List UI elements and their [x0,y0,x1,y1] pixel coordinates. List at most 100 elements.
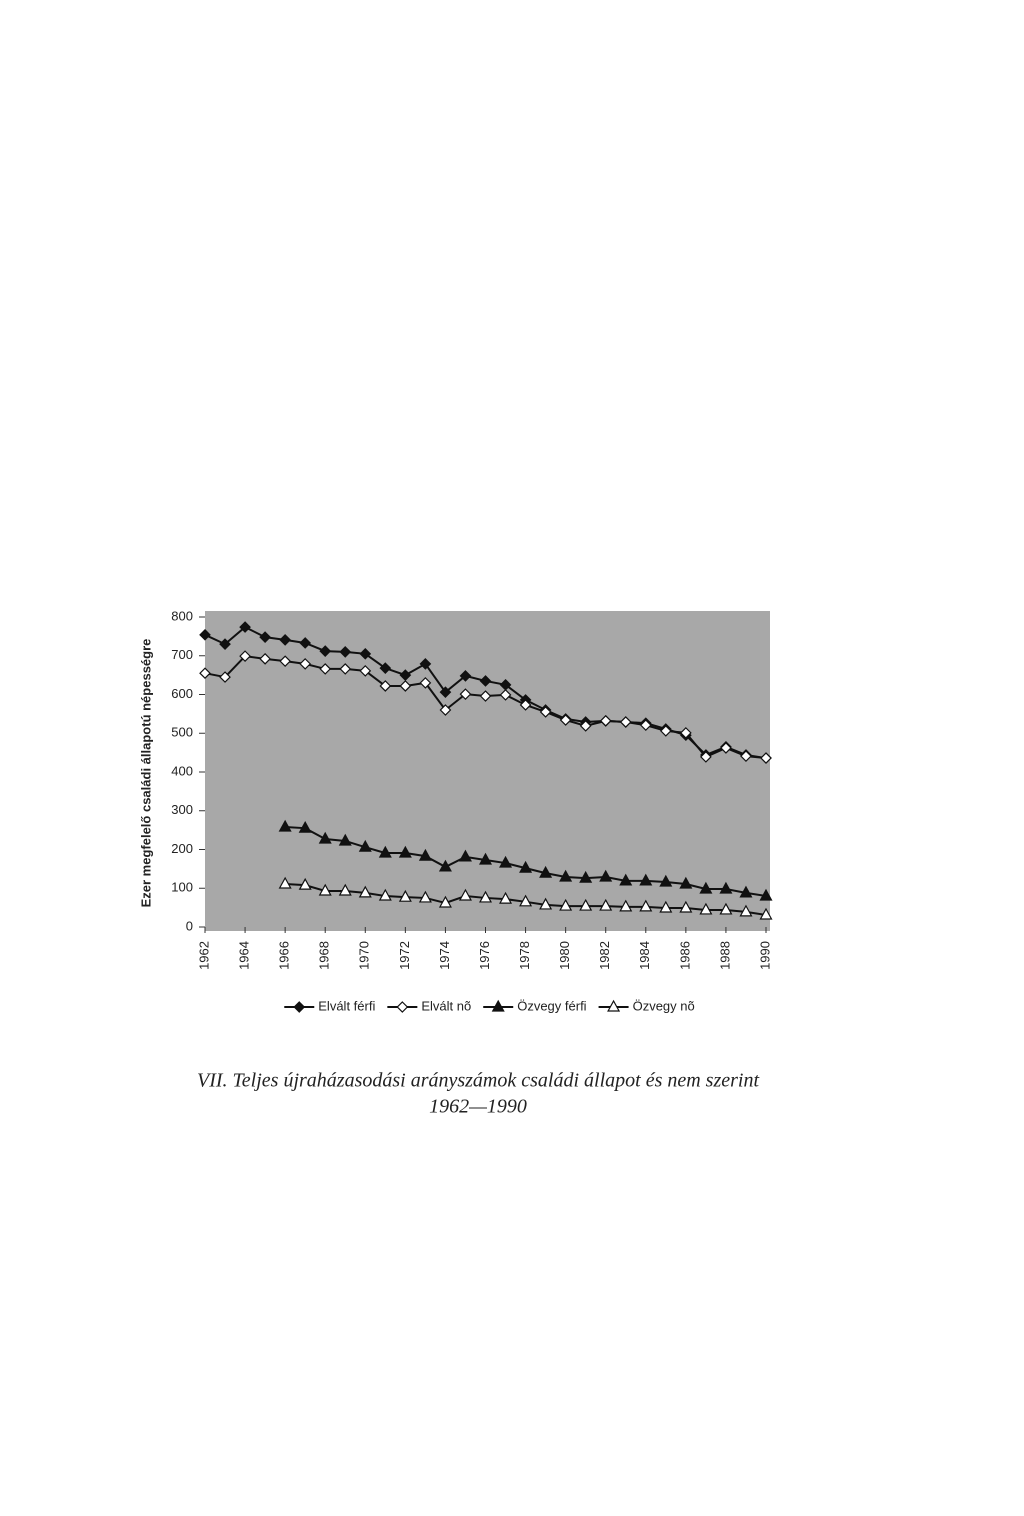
marker [298,877,312,890]
marker [319,663,332,675]
marker [519,699,532,711]
marker [378,845,392,858]
marker [319,645,332,657]
marker [740,750,752,762]
marker [680,727,692,739]
marker [379,662,392,674]
x-tick-label: 1988 [717,941,732,970]
x-tick-label: 1984 [637,941,652,970]
marker [679,876,693,889]
y-tick-label: 400 [171,763,193,778]
y-tick-label: 300 [171,802,193,817]
marker [459,688,472,700]
marker [338,833,352,846]
marker [720,742,732,754]
marker [458,888,472,901]
marker [419,677,432,689]
x-tick-label: 1990 [757,941,772,970]
x-tick-label: 1968 [317,941,332,970]
y-tick-label: 500 [171,725,193,740]
marker [418,890,432,903]
y-axis-label: Ezer megfelelő családi állapotú népesség… [138,639,153,908]
marker [499,689,512,701]
marker [278,819,292,832]
marker [239,650,251,662]
marker [396,1001,409,1013]
marker [399,680,412,692]
marker [659,725,672,737]
y-tick-label: 100 [171,880,193,895]
x-tick-label: 1970 [357,941,372,970]
marker [398,889,412,902]
marker [358,885,372,898]
marker [279,655,291,668]
marker [639,873,653,886]
marker [519,860,533,873]
marker [599,715,612,727]
marker [299,658,312,670]
marker [760,752,772,764]
marker [379,680,392,692]
marker [719,902,733,915]
y-tick-label: 200 [171,841,193,856]
marker [378,888,392,901]
marker [579,720,592,732]
marker [759,907,773,920]
marker [499,855,513,868]
marker [639,899,653,912]
x-tick-label: 1962 [196,941,211,970]
marker [318,883,332,896]
marker [559,869,573,882]
marker [398,845,412,858]
x-tick-label: 1966 [277,941,292,970]
marker [539,865,553,878]
y-tick-label: 0 [186,918,193,933]
marker [459,670,472,682]
marker [259,653,271,665]
marker [619,716,632,728]
marker [739,904,753,917]
marker [299,637,312,649]
x-tick-label: 1964 [237,941,252,970]
marker [219,671,231,683]
y-tick-label: 600 [171,686,193,701]
marker [559,714,572,726]
marker [599,898,613,911]
marker [338,883,352,896]
marker [359,647,372,660]
marker [419,658,432,670]
x-tick-label: 1974 [437,941,452,970]
marker [619,899,633,912]
x-tick-label: 1982 [597,941,612,970]
marker [439,704,452,716]
marker [559,898,573,911]
marker [478,890,493,903]
marker [599,869,613,882]
x-tick-label: 1972 [397,941,412,970]
marker [339,663,352,675]
marker [519,894,533,907]
marker [699,902,713,915]
marker [479,675,492,687]
marker [539,706,552,718]
marker [579,870,593,883]
marker [219,638,231,650]
marker [491,999,505,1012]
caption-line: VII. Teljes újraházasodási arányszámok c… [197,1070,759,1092]
legend: Elvált férfi Elvált nõ Özvegy férfi Özvegy … [284,998,695,1013]
marker [199,667,211,680]
legend-label: Özvegy férfi [517,998,586,1013]
marker [418,848,432,861]
marker [700,751,712,763]
marker [579,898,593,911]
marker [318,831,332,844]
y-tick-label: 700 [171,647,193,662]
marker [499,891,513,904]
marker [278,876,292,889]
marker [239,621,251,633]
marker [438,859,452,872]
marker [259,631,271,643]
x-tick-label: 1980 [557,941,572,970]
legend-label: Elvált férfi [318,998,375,1013]
